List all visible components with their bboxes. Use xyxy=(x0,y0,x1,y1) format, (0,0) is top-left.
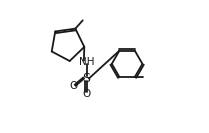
Text: NH: NH xyxy=(79,57,94,67)
Text: O: O xyxy=(69,81,78,91)
Text: S: S xyxy=(83,72,90,85)
Text: O: O xyxy=(82,89,91,99)
